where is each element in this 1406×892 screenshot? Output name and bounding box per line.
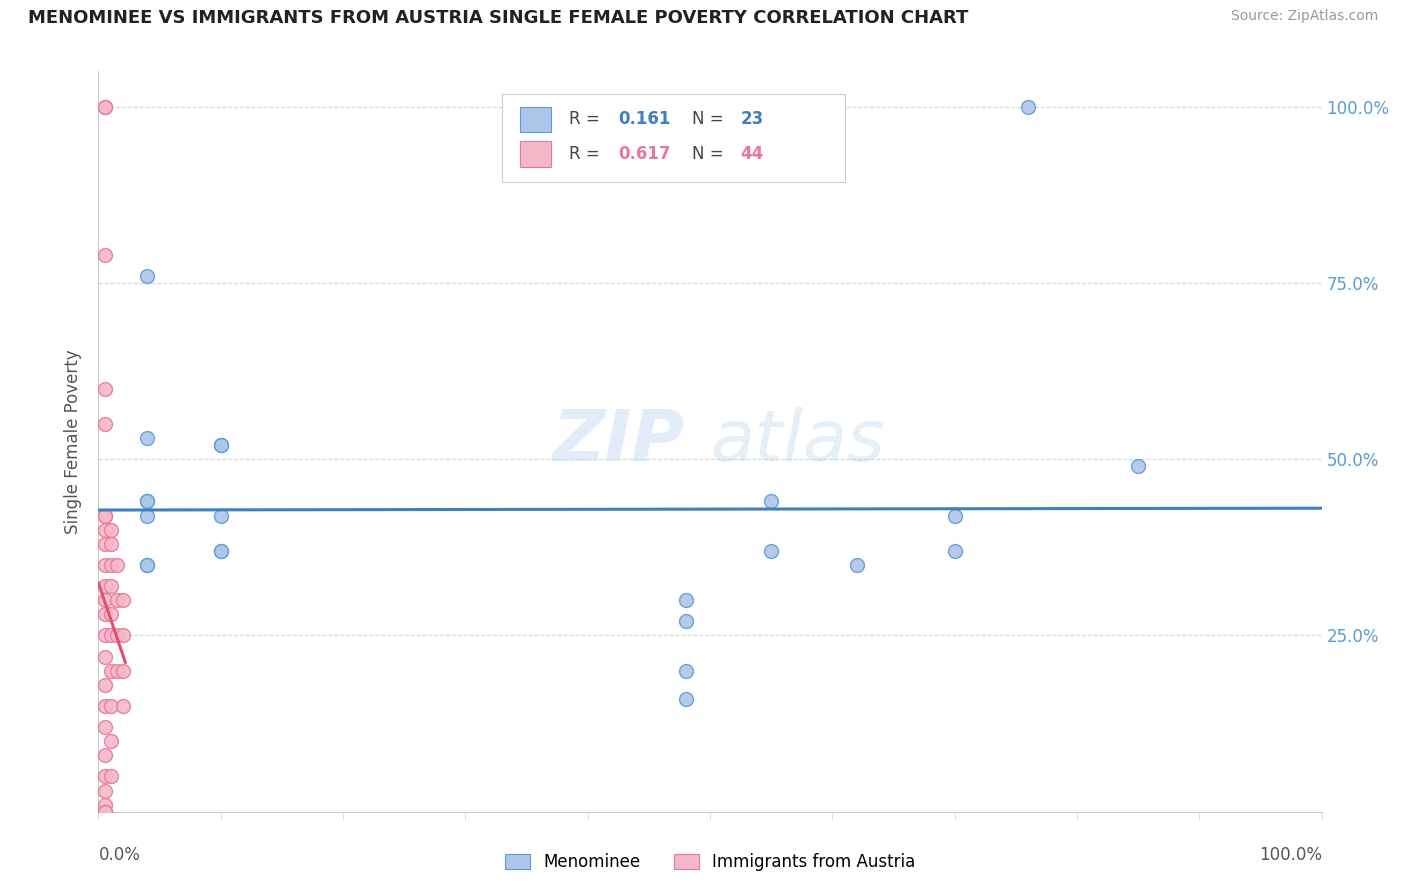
Point xyxy=(93,720,115,734)
Text: R =: R = xyxy=(569,111,606,128)
Point xyxy=(93,783,115,797)
Point xyxy=(93,593,115,607)
Point xyxy=(93,805,115,819)
Point xyxy=(111,593,134,607)
Point xyxy=(93,649,115,664)
Point xyxy=(209,438,232,452)
Point xyxy=(1017,100,1039,114)
Text: 0.617: 0.617 xyxy=(619,145,671,163)
Text: N =: N = xyxy=(692,111,728,128)
Point xyxy=(100,698,122,713)
FancyBboxPatch shape xyxy=(520,141,551,167)
Point xyxy=(209,508,232,523)
Text: 100.0%: 100.0% xyxy=(1258,846,1322,863)
Point xyxy=(93,558,115,572)
Point xyxy=(93,248,115,262)
Point xyxy=(675,593,697,607)
Point xyxy=(93,579,115,593)
Point xyxy=(111,698,134,713)
Point xyxy=(100,558,122,572)
Point xyxy=(93,797,115,812)
Point xyxy=(93,748,115,763)
Point xyxy=(93,805,115,819)
Point xyxy=(93,508,115,523)
Point xyxy=(209,544,232,558)
Point xyxy=(761,544,783,558)
Point xyxy=(761,494,783,508)
Point xyxy=(93,417,115,431)
Point xyxy=(105,628,128,642)
Text: MENOMINEE VS IMMIGRANTS FROM AUSTRIA SINGLE FEMALE POVERTY CORRELATION CHART: MENOMINEE VS IMMIGRANTS FROM AUSTRIA SIN… xyxy=(28,9,969,27)
Point xyxy=(105,664,128,678)
Point xyxy=(93,805,115,819)
Point xyxy=(100,628,122,642)
Point xyxy=(209,438,232,452)
Point xyxy=(93,508,115,523)
Point xyxy=(100,523,122,537)
Point xyxy=(100,579,122,593)
Point xyxy=(100,664,122,678)
Point xyxy=(93,523,115,537)
Point xyxy=(100,537,122,551)
Text: 23: 23 xyxy=(741,111,763,128)
Point xyxy=(136,558,159,572)
Point xyxy=(111,664,134,678)
Text: ZIP: ZIP xyxy=(554,407,686,476)
Point xyxy=(100,769,122,783)
Text: R =: R = xyxy=(569,145,606,163)
Point xyxy=(675,692,697,706)
Point xyxy=(93,769,115,783)
Text: N =: N = xyxy=(692,145,728,163)
Point xyxy=(93,100,115,114)
Point xyxy=(136,508,159,523)
Text: atlas: atlas xyxy=(710,407,884,476)
Y-axis label: Single Female Poverty: Single Female Poverty xyxy=(65,350,83,533)
Text: 44: 44 xyxy=(741,145,763,163)
Text: 0.0%: 0.0% xyxy=(98,846,141,863)
Point xyxy=(136,494,159,508)
Point xyxy=(675,615,697,629)
Point xyxy=(1128,459,1150,474)
Point xyxy=(845,558,868,572)
FancyBboxPatch shape xyxy=(502,94,845,183)
Point xyxy=(111,628,134,642)
Point xyxy=(675,664,697,678)
Point xyxy=(93,537,115,551)
Point xyxy=(209,544,232,558)
Point xyxy=(136,268,159,283)
Point xyxy=(93,678,115,692)
Point xyxy=(943,544,966,558)
Point xyxy=(105,593,128,607)
Text: 0.161: 0.161 xyxy=(619,111,671,128)
Point xyxy=(136,431,159,445)
Text: Source: ZipAtlas.com: Source: ZipAtlas.com xyxy=(1230,9,1378,23)
Legend: Menominee, Immigrants from Austria: Menominee, Immigrants from Austria xyxy=(498,847,922,878)
Point xyxy=(93,805,115,819)
Point xyxy=(136,558,159,572)
Point xyxy=(105,558,128,572)
Point xyxy=(943,508,966,523)
FancyBboxPatch shape xyxy=(520,106,551,132)
Point xyxy=(93,607,115,622)
Point xyxy=(93,100,115,114)
Point xyxy=(100,734,122,748)
Point xyxy=(93,698,115,713)
Point xyxy=(100,607,122,622)
Point xyxy=(93,628,115,642)
Point xyxy=(136,494,159,508)
Point xyxy=(93,382,115,396)
